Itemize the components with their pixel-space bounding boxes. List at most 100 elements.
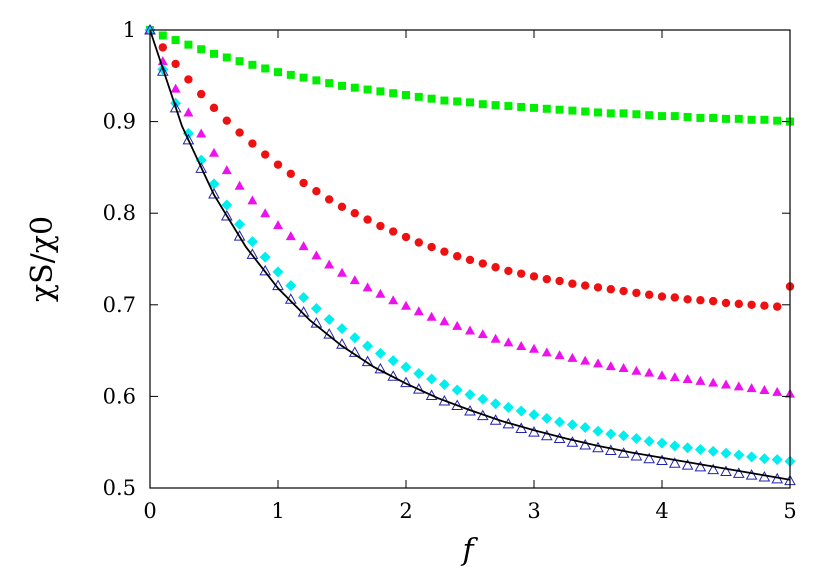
data-point <box>362 282 373 292</box>
data-point <box>732 467 745 478</box>
data-point <box>477 393 489 405</box>
data-point <box>222 116 231 125</box>
data-point <box>542 274 551 284</box>
data-point <box>208 178 220 190</box>
y-tick-label: 0.8 <box>103 201 136 225</box>
y-tick-label: 0.6 <box>103 384 136 408</box>
data-point <box>540 429 553 441</box>
data-point <box>286 70 295 79</box>
data-point <box>171 59 180 69</box>
data-point <box>387 355 399 367</box>
data-point <box>746 451 758 463</box>
data-point <box>286 169 295 179</box>
data-point <box>362 340 374 352</box>
data-point <box>221 165 232 175</box>
data-point <box>338 81 346 90</box>
data-point <box>658 112 666 121</box>
y-tick-label: 0.5 <box>103 476 136 500</box>
data-point <box>208 187 220 199</box>
series-4 <box>144 24 796 467</box>
data-point <box>618 430 630 442</box>
data-point <box>350 209 359 218</box>
data-point <box>760 301 769 310</box>
data-point <box>707 463 720 475</box>
data-point <box>517 102 526 111</box>
data-point <box>515 405 527 417</box>
data-point <box>324 259 335 269</box>
data-point <box>593 283 603 292</box>
data-point <box>632 288 641 298</box>
data-point <box>235 57 244 66</box>
data-point <box>734 299 743 309</box>
data-point <box>453 97 462 106</box>
data-point <box>696 113 705 122</box>
data-point <box>617 447 630 458</box>
x-tick-label: 1 <box>271 499 284 523</box>
data-point <box>721 379 731 389</box>
data-point <box>169 101 182 113</box>
data-point <box>182 133 195 145</box>
data-point <box>720 447 732 459</box>
data-point <box>668 457 681 468</box>
data-point <box>466 98 474 107</box>
data-point <box>170 83 181 93</box>
data-point <box>323 313 335 325</box>
data-point <box>696 296 705 305</box>
data-point <box>311 250 322 260</box>
data-point <box>350 83 359 92</box>
data-point <box>681 459 694 470</box>
data-point <box>388 295 399 305</box>
data-point <box>490 333 501 343</box>
data-point <box>312 76 321 85</box>
data-point <box>504 102 513 111</box>
y-axis-label: χS/χ0 <box>25 216 60 302</box>
data-point <box>298 291 310 303</box>
data-point <box>643 435 655 447</box>
series-5 <box>144 23 796 486</box>
x-tick-label: 3 <box>527 499 540 523</box>
data-point <box>604 444 617 455</box>
data-point <box>389 89 398 98</box>
data-point <box>709 113 718 122</box>
data-point <box>210 49 218 58</box>
data-point <box>567 352 578 362</box>
data-point <box>530 103 538 112</box>
data-point <box>491 101 500 110</box>
data-point <box>645 111 654 120</box>
data-point <box>248 139 257 148</box>
data-point <box>630 449 643 461</box>
data-point <box>440 247 449 256</box>
data-point <box>606 285 615 294</box>
data-point <box>363 85 372 94</box>
data-point <box>760 115 769 124</box>
data-point <box>657 370 667 380</box>
data-point <box>401 300 411 310</box>
data-point <box>273 220 283 230</box>
data-point <box>579 438 592 450</box>
data-point <box>299 73 308 82</box>
data-point <box>554 416 566 428</box>
data-point <box>273 160 283 169</box>
data-point <box>234 218 246 230</box>
data-point <box>376 221 385 231</box>
data-point <box>158 43 167 52</box>
data-point <box>683 113 692 122</box>
data-point <box>247 195 258 205</box>
data-point <box>683 295 692 304</box>
data-point <box>695 375 706 385</box>
data-point <box>299 178 308 188</box>
data-point <box>694 460 707 472</box>
data-point <box>619 286 628 296</box>
data-point <box>669 372 680 382</box>
data-point <box>427 242 436 252</box>
data-point <box>414 92 423 101</box>
data-point <box>260 208 271 218</box>
data-point <box>721 298 731 308</box>
data-point <box>196 128 207 138</box>
data-point <box>503 337 514 347</box>
data-point <box>209 103 219 113</box>
data-point <box>453 252 462 261</box>
data-point <box>325 195 334 204</box>
data-point <box>195 162 208 173</box>
data-point <box>234 180 245 190</box>
